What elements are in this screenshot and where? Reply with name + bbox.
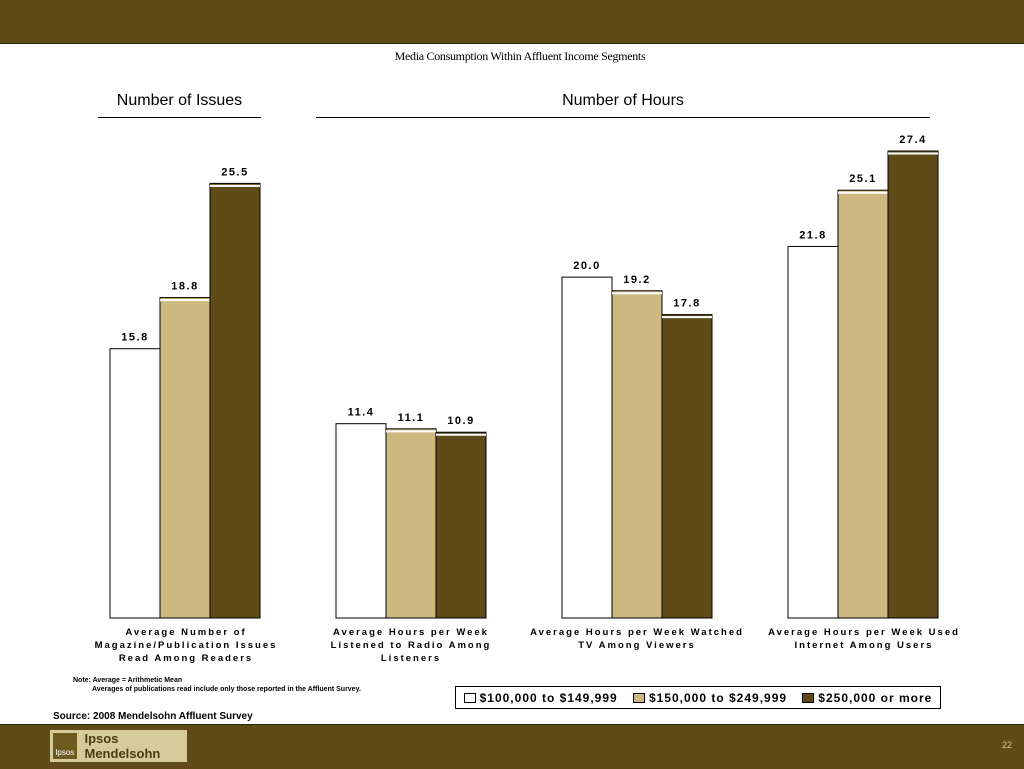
data-label-tv-series-3: 17.8 (673, 298, 700, 310)
data-label-tv-series-2: 19.2 (623, 274, 650, 286)
bar-magazines-series-3 (209, 182, 261, 619)
legend-swatch-3 (802, 692, 815, 703)
legend-label-1: $100,000 to $149,999 (479, 690, 618, 705)
data-label-radio-series-1: 11.4 (348, 407, 375, 419)
legend-label-2: $150,000 to $249,999 (648, 690, 788, 705)
bar-internet-series-1 (787, 245, 839, 619)
data-label-tv-series-1: 20.0 (573, 260, 600, 272)
section-label-hours: Number of Hours (562, 92, 684, 109)
bar-tv-series-1 (561, 276, 613, 619)
legend-label-3: $250,000 or more (818, 690, 933, 705)
bar-magazines-series-1 (109, 348, 161, 619)
bar-tv-series-2 (611, 290, 663, 619)
ipsos-logo: Ipsos Ipsos Mendelsohn (50, 730, 187, 762)
source-note: Source: 2008 Mendelsohn Affluent Survey (53, 711, 253, 722)
category-label-radio: Average Hours per Week Listened to Radio… (330, 627, 492, 664)
logo-mark-icon: Ipsos (53, 733, 77, 759)
bar-radio-series-1 (335, 423, 387, 619)
bar-internet-series-2 (837, 189, 889, 619)
category-label-magazines: Average Number of Magazine/Publication I… (94, 627, 278, 664)
chart-legend: $100,000 to $149,999 $150,000 to $249,99… (455, 686, 941, 709)
data-label-radio-series-3: 10.9 (447, 415, 474, 427)
bar-radio-series-3 (435, 431, 487, 619)
footnote: Note: Average = Arithmetic Mean Averages… (73, 676, 361, 694)
page-number: 22 (1001, 740, 1012, 750)
section-rule-hours (316, 117, 930, 118)
data-label-magazines-series-2: 18.8 (171, 281, 198, 293)
section-rule-issues (98, 117, 261, 118)
data-label-internet-series-2: 25.1 (849, 173, 876, 185)
data-label-magazines-series-3: 25.5 (221, 166, 248, 178)
legend-item-3: $250,000 or more (802, 691, 932, 705)
bar-internet-series-3 (887, 150, 939, 619)
footnote-line-2: Averages of publications read include on… (92, 686, 361, 693)
legend-swatch-2 (632, 692, 645, 703)
data-label-radio-series-2: 11.1 (398, 412, 425, 424)
bar-radio-series-2 (385, 428, 437, 619)
category-label-tv: Average Hours per Week Watched TV Among … (530, 627, 744, 651)
category-label-internet: Average Hours per Week Used Internet Amo… (768, 627, 960, 651)
data-label-internet-series-3: 27.4 (899, 134, 926, 146)
legend-item-1: $100,000 to $149,999 (463, 690, 618, 705)
data-label-magazines-series-1: 15.8 (121, 332, 148, 344)
data-label-internet-series-1: 21.8 (799, 229, 826, 241)
footnote-line-1: Note: Average = Arithmetic Mean (73, 677, 183, 684)
bar-magazines-series-2 (159, 297, 211, 619)
bar-tv-series-3 (661, 314, 713, 619)
header-band (0, 0, 1024, 44)
legend-item-2: $150,000 to $249,999 (632, 690, 788, 705)
legend-swatch-1 (463, 692, 476, 703)
slide-title: Media Consumption Within Affluent Income… (394, 49, 646, 63)
section-label-issues: Number of Issues (116, 92, 243, 109)
logo-text: Ipsos Mendelsohn (84, 731, 161, 761)
